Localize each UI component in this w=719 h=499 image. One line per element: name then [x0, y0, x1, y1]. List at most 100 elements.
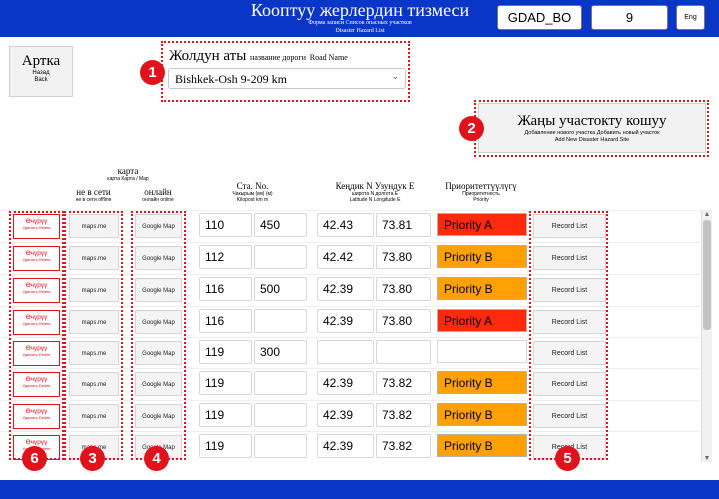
latitude-field[interactable]: 42.39 — [317, 403, 374, 427]
page-number-box: 9 — [591, 5, 668, 30]
record-list-button[interactable]: Record List — [533, 341, 606, 365]
longitude-field[interactable]: 73.82 — [376, 371, 431, 395]
col-sta-sub1: Чакырым (км) (м) — [232, 191, 273, 197]
annotation-box-6 — [9, 211, 64, 460]
km-field[interactable]: 112 — [199, 245, 252, 269]
delete-label: Өчүрүү — [25, 345, 48, 352]
google-map-button[interactable]: Google Map — [135, 341, 182, 365]
user-code-box: GDAD_BO — [497, 5, 582, 30]
km-field[interactable]: 116 — [199, 277, 252, 301]
add-site-button[interactable]: Жаңы участокту кошуу Добавление нового у… — [478, 103, 706, 153]
table-scrollbar[interactable]: ▲ ▼ — [701, 210, 712, 462]
annotation-box-2 — [474, 100, 709, 157]
back-button-label: Артка — [21, 53, 61, 69]
m-field[interactable] — [254, 245, 307, 269]
record-list-button[interactable]: Record List — [533, 246, 606, 270]
record-list-button[interactable]: Record List — [533, 372, 606, 396]
m-field[interactable]: 300 — [254, 340, 307, 364]
google-map-button[interactable]: Google Map — [135, 246, 182, 270]
scroll-up-icon[interactable]: ▲ — [703, 210, 711, 218]
col-online-header: онлайн онлайн online — [133, 187, 183, 203]
latitude-field[interactable]: 42.39 — [317, 434, 374, 458]
km-field[interactable]: 119 — [199, 434, 252, 458]
longitude-field[interactable]: 73.80 — [376, 245, 431, 269]
scrollbar-thumb[interactable] — [703, 220, 711, 330]
col-offline-header: не в сети не в сети offline — [66, 187, 121, 203]
google-map-button[interactable]: Google Map — [135, 278, 182, 302]
delete-sub-label: Удалить Delete — [22, 415, 51, 420]
road-select-value: Bishkek-Osh 9-209 km — [175, 72, 287, 86]
longitude-field[interactable]: 73.82 — [376, 434, 431, 458]
chevron-down-icon: ⌄ — [391, 71, 399, 81]
delete-sub-label: Удалить Delete — [22, 257, 51, 262]
col-online-sub: онлайн online — [142, 197, 174, 203]
latitude-field[interactable]: 42.43 — [317, 213, 374, 237]
m-field[interactable]: 500 — [254, 277, 307, 301]
maps-me-button[interactable]: maps.me — [69, 310, 119, 334]
maps-me-button[interactable]: maps.me — [69, 214, 119, 238]
google-map-button[interactable]: Google Map — [135, 404, 182, 428]
km-field[interactable]: 116 — [199, 309, 252, 333]
google-map-button[interactable]: Google Map — [135, 310, 182, 334]
delete-label: Өчүрүү — [25, 218, 48, 225]
scroll-down-icon[interactable]: ▼ — [703, 454, 711, 462]
latitude-field[interactable]: 42.39 — [317, 277, 374, 301]
maps-me-button[interactable]: maps.me — [69, 341, 119, 365]
m-field[interactable]: 450 — [254, 213, 307, 237]
col-sta-header: Ста. No. Чакырым (км) (м) Kilopost km m — [215, 181, 290, 203]
longitude-field[interactable]: 73.80 — [376, 309, 431, 333]
longitude-field[interactable]: 73.82 — [376, 403, 431, 427]
priority-badge — [437, 340, 527, 363]
col-offline-title: не в сети — [76, 187, 111, 197]
m-field[interactable] — [254, 403, 307, 427]
latitude-field[interactable] — [317, 340, 374, 364]
m-field[interactable] — [254, 309, 307, 333]
km-field[interactable]: 119 — [199, 340, 252, 364]
record-list-button[interactable]: Record List — [533, 214, 606, 238]
latitude-field[interactable]: 42.39 — [317, 309, 374, 333]
google-map-button[interactable]: Google Map — [135, 372, 182, 396]
google-map-button[interactable]: Google Map — [135, 214, 182, 238]
table-row-divider — [0, 210, 700, 211]
road-label-en: Road Name — [309, 53, 348, 62]
record-list-button[interactable]: Record List — [533, 310, 606, 334]
language-button[interactable]: Eng — [676, 5, 705, 30]
table-row-divider — [0, 337, 700, 338]
table-row-divider — [0, 306, 700, 307]
road-label-ru: название дороги — [250, 53, 306, 62]
m-field[interactable] — [254, 434, 307, 458]
maps-me-button[interactable]: maps.me — [69, 246, 119, 270]
delete-label: Өчүрүү — [25, 376, 48, 383]
km-field[interactable]: 119 — [199, 371, 252, 395]
add-site-label-en: Add New Disaster Hazard Site — [554, 137, 630, 143]
maps-me-button[interactable]: maps.me — [69, 278, 119, 302]
road-select[interactable]: Bishkek-Osh 9-209 km ⌄ — [168, 68, 406, 89]
delete-label: Өчүрүү — [25, 439, 48, 446]
longitude-field[interactable]: 73.80 — [376, 277, 431, 301]
maps-me-button[interactable]: maps.me — [69, 372, 119, 396]
record-list-button[interactable]: Record List — [533, 404, 606, 428]
page-subtitle-en: Disaster Hazard List — [335, 28, 385, 34]
longitude-field[interactable]: 73.81 — [376, 213, 431, 237]
delete-label: Өчүрүү — [25, 282, 48, 289]
longitude-field[interactable] — [376, 340, 431, 364]
maps-me-button[interactable]: maps.me — [69, 404, 119, 428]
latitude-field[interactable]: 42.39 — [317, 371, 374, 395]
back-button[interactable]: Артка Назад Back — [9, 46, 73, 97]
col-online-title: онлайн — [144, 187, 172, 197]
record-list-button[interactable]: Record List — [533, 278, 606, 302]
latitude-field[interactable]: 42.42 — [317, 245, 374, 269]
table-row-divider — [0, 274, 700, 275]
km-field[interactable]: 110 — [199, 213, 252, 237]
km-field[interactable]: 119 — [199, 403, 252, 427]
delete-sub-label: Удалить Delete — [22, 225, 51, 230]
col-sta-sub2: Kilopost km m — [236, 197, 269, 203]
m-field[interactable] — [254, 371, 307, 395]
